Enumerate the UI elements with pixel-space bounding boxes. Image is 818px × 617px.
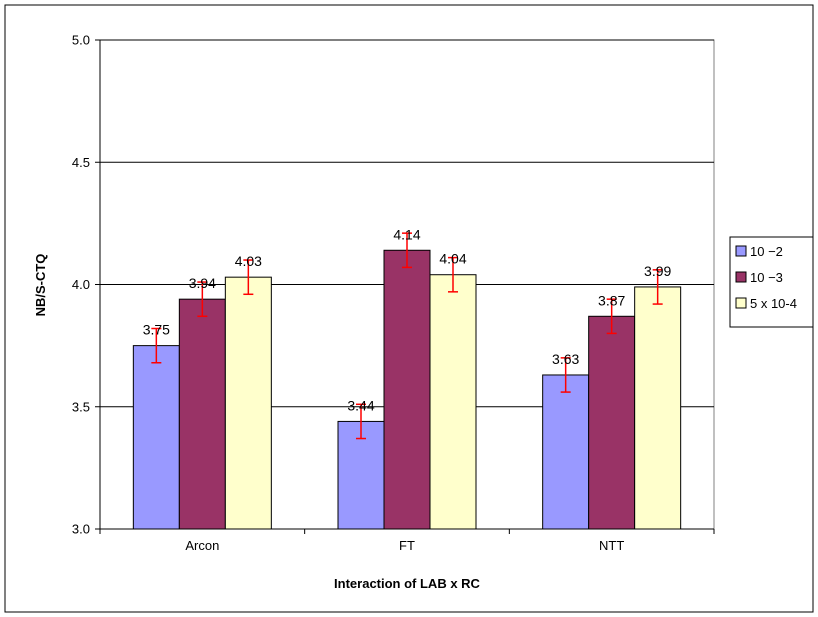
error-bars: [151, 232, 663, 440]
data-label: 3.75: [143, 322, 170, 338]
legend-label: 10 −3: [750, 270, 783, 285]
data-label: 3.87: [598, 292, 625, 308]
x-tick-label: FT: [399, 538, 415, 553]
legend: 10 −2 10 −3 5 x 10-4: [729, 236, 814, 328]
bars: [132, 249, 682, 530]
data-label: 4.14: [393, 226, 420, 242]
data-label: 3.94: [189, 275, 216, 291]
x-tick-label: Arcon: [185, 538, 219, 553]
legend-label: 10 −2: [750, 244, 783, 259]
bar: [542, 374, 590, 530]
x-tick-label: NTT: [599, 538, 624, 553]
legend-label: 5 x 10-4: [750, 296, 797, 311]
legend-items: 10 −2 10 −3 5 x 10-4: [735, 244, 797, 311]
data-label: 4.04: [439, 251, 466, 267]
y-tick-label: 4.0: [72, 277, 90, 292]
y-tick-label: 4.5: [72, 155, 90, 170]
data-label: 3.63: [552, 351, 579, 367]
y-axis-title: NB/S-CTQ: [33, 254, 48, 317]
x-axis-title: Interaction of LAB x RC: [334, 576, 481, 591]
bar: [224, 276, 272, 530]
bar: [634, 286, 682, 530]
y-tick-label: 5.0: [72, 33, 90, 48]
bar: [429, 274, 477, 530]
data-label: 3.99: [644, 263, 671, 279]
y-tick-label: 3.5: [72, 399, 90, 414]
legend-swatch: [735, 245, 747, 257]
x-ticks: Arcon FT NTT: [99, 529, 715, 553]
data-label: 3.44: [347, 397, 374, 413]
bar: [588, 315, 636, 530]
bar: [132, 345, 180, 530]
y-ticks: 3.0 3.5 4.0 4.5 5.0: [72, 33, 100, 537]
bar: [178, 298, 226, 530]
data-labels: 3.75 3.94 4.03 3.44 4.14 4.04 3.63 3.87 3.99: [143, 226, 672, 413]
bar: [383, 249, 431, 530]
data-label: 4.03: [235, 253, 262, 269]
legend-swatch: [735, 271, 747, 283]
bar: [337, 420, 385, 530]
y-tick-label: 3.0: [72, 522, 90, 537]
legend-swatch: [735, 297, 747, 309]
